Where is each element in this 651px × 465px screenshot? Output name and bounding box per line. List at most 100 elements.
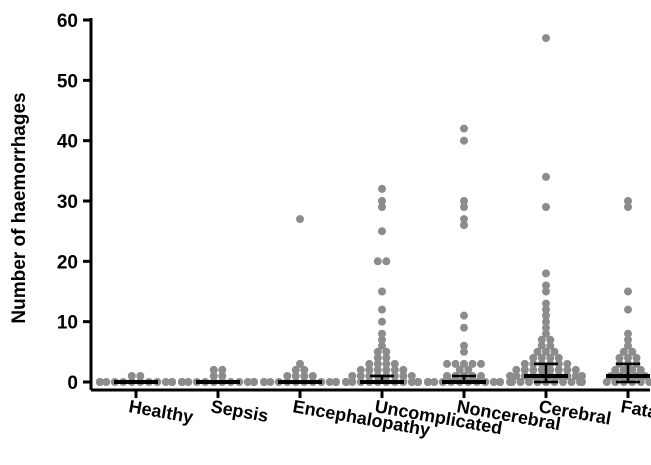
data-point-cerebral-2: [542, 203, 550, 211]
data-point-cerebral-28: [520, 359, 529, 368]
data-point-sepsis-0: [218, 365, 227, 374]
data-point-cerebral-21: [554, 353, 563, 362]
data-point-sepsis-3: [209, 372, 218, 380]
data-point-uncomplicated-19: [365, 359, 374, 368]
data-point-noncerebral-4: [460, 215, 468, 224]
data-point-fatal-6: [624, 341, 632, 350]
data-point-cerebral-51: [559, 378, 567, 386]
data-point-uncomplicated-46: [414, 378, 422, 386]
data-point-fatal-16: [619, 365, 628, 374]
data-point-uncomplicated-14: [382, 353, 391, 362]
data-point-cerebral-56: [506, 378, 514, 386]
data-point-uncomplicated-25: [356, 365, 365, 374]
data-point-noncerebral-2: [460, 197, 468, 205]
data-point-noncerebral-7: [460, 323, 468, 332]
data-point-uncomplicated-2: [378, 203, 386, 211]
data-point-uncomplicated-20: [382, 365, 391, 374]
data-point-noncerebral-21: [477, 372, 485, 380]
data-point-fatal-29: [602, 378, 611, 386]
data-point-healthy-0: [136, 372, 145, 380]
data-point-uncomplicated-28: [390, 372, 399, 380]
data-point-fatal-2: [624, 287, 632, 296]
data-point-uncomplicated-40: [407, 378, 416, 386]
data-point-uncomplicated-7: [378, 305, 386, 314]
data-point-cerebral-4: [542, 281, 550, 290]
data-point-healthy-9: [102, 378, 111, 386]
data-point-encephalopathy-2: [300, 365, 309, 374]
data-point-noncerebral-32: [496, 378, 504, 386]
data-point-fatal-3: [624, 305, 632, 314]
data-point-encephalopathy-1: [296, 359, 304, 368]
data-point-uncomplicated-15: [373, 353, 382, 362]
data-point-noncerebral-28: [489, 378, 498, 386]
data-point-cerebral-10: [542, 323, 550, 332]
data-point-cerebral-34: [520, 365, 529, 374]
data-point-cerebral-35: [571, 365, 580, 374]
data-point-cerebral-1: [542, 172, 550, 181]
data-point-cerebral-17: [533, 347, 542, 356]
data-point-noncerebral-5: [460, 221, 468, 230]
data-point-cerebral-15: [537, 341, 546, 350]
data-point-uncomplicated-29: [365, 372, 374, 380]
data-point-noncerebral-12: [468, 359, 477, 368]
data-point-sepsis-11: [184, 378, 193, 386]
data-point-uncomplicated-32: [407, 372, 416, 380]
data-point-uncomplicated-33: [348, 372, 357, 380]
data-point-fatal-4: [624, 329, 632, 338]
data-point-cerebral-26: [529, 359, 538, 368]
y-tick-label: 60: [57, 11, 78, 32]
data-point-uncomplicated-41: [348, 378, 357, 386]
data-point-encephalopathy-15: [266, 378, 275, 386]
data-point-uncomplicated-8: [378, 317, 386, 326]
data-point-sepsis-16: [250, 378, 258, 386]
data-point-uncomplicated-31: [356, 372, 365, 380]
data-point-uncomplicated-23: [365, 365, 374, 374]
data-point-uncomplicated-1: [378, 197, 386, 205]
data-point-uncomplicated-18: [390, 359, 399, 368]
x-tick-label: Healthy: [127, 396, 195, 427]
data-point-cerebral-30: [537, 365, 546, 374]
data-point-encephalopathy-19: [260, 378, 268, 386]
data-point-noncerebral-33: [424, 378, 432, 386]
data-point-sepsis-17: [178, 378, 186, 386]
data-point-cerebral-43: [571, 372, 580, 380]
data-point-fatal-26: [636, 378, 645, 386]
data-point-cerebral-22: [529, 353, 538, 362]
data-point-noncerebral-16: [455, 365, 464, 374]
data-point-encephalopathy-5: [291, 372, 300, 380]
data-point-uncomplicated-21: [373, 365, 382, 374]
data-point-encephalopathy-14: [325, 378, 334, 386]
y-tick-label: 20: [57, 252, 78, 273]
y-axis: 0 10 20 30 40 50 60: [57, 11, 93, 394]
data-point-sepsis-2: [218, 372, 227, 380]
data-point-uncomplicated-17: [373, 359, 382, 368]
data-point-cerebral-36: [512, 365, 521, 374]
data-point-noncerebral-8: [460, 341, 468, 350]
y-tick-label: 50: [57, 71, 78, 92]
data-point-fatal-5: [624, 335, 632, 344]
x-axis: Healthy Sepsis EncephalopathyUncomplicated…: [91, 388, 651, 440]
data-point-cerebral-57: [578, 378, 586, 386]
data-point-sepsis-1: [209, 365, 218, 374]
data-point-fatal-1: [624, 203, 632, 211]
data-point-uncomplicated-10: [378, 335, 386, 344]
data-point-cerebral-14: [546, 341, 555, 350]
data-point-fatal-18: [611, 365, 620, 374]
data-point-uncomplicated-30: [399, 372, 408, 380]
data-point-cerebral-8: [542, 311, 550, 320]
data-point-noncerebral-11: [451, 359, 460, 368]
data-point-cerebral-27: [563, 359, 572, 368]
data-point-sepsis-10: [243, 378, 252, 386]
data-point-cerebral-7: [542, 305, 550, 314]
y-tick-label: 10: [57, 313, 78, 334]
data-point-encephalopathy-6: [308, 372, 317, 380]
data-point-uncomplicated-22: [390, 365, 399, 374]
data-point-cerebral-16: [542, 347, 550, 356]
data-point-fatal-8: [619, 347, 628, 356]
data-point-fatal-0: [624, 197, 632, 205]
data-point-noncerebral-15: [464, 365, 473, 374]
data-point-cerebral-5: [542, 287, 550, 296]
data-point-fatal-17: [636, 365, 645, 374]
y-tick-label: 30: [57, 192, 78, 213]
